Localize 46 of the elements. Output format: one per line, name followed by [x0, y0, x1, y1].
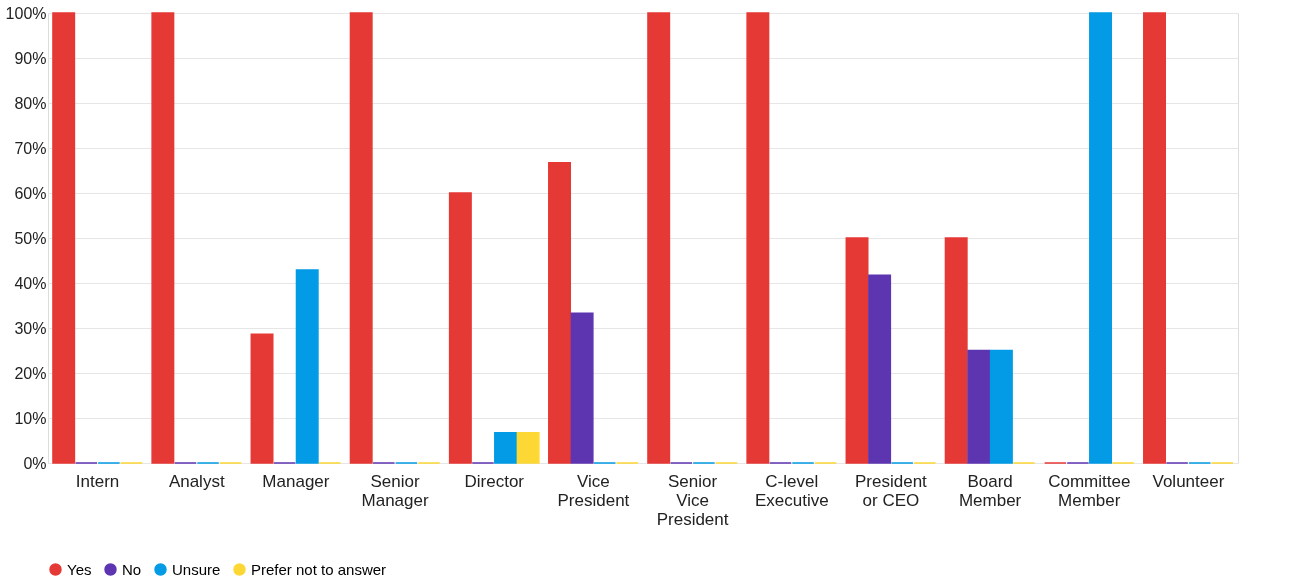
legend-label: Yes: [67, 560, 92, 578]
x-tick-label: Senior Manager: [361, 471, 429, 510]
bar: [845, 237, 869, 464]
legend-label: Prefer not to answer: [251, 560, 387, 578]
y-tick-label: 30%: [14, 319, 47, 337]
y-tick-label: 70%: [14, 139, 47, 157]
bar: [295, 269, 319, 464]
y-tick-label: 20%: [14, 364, 47, 382]
x-tick-label: Senior Vice President: [656, 471, 729, 529]
y-tick-label: 80%: [14, 94, 47, 112]
bar: [52, 12, 76, 464]
bar: [647, 12, 671, 464]
bar: [570, 312, 594, 464]
bar: [1143, 12, 1167, 464]
y-tick-label: 90%: [14, 49, 47, 67]
y-tick-label: 60%: [14, 184, 47, 202]
y-tick-label: 0%: [23, 454, 47, 472]
legend-label: Unsure: [172, 560, 221, 578]
bar: [989, 349, 1013, 464]
bar: [868, 274, 892, 464]
y-tick-label: 40%: [14, 274, 47, 292]
x-tick-label: Manager: [262, 471, 330, 491]
bar: [448, 192, 472, 464]
x-tick-label: Intern: [75, 471, 120, 491]
x-tick-label: Committee Member: [1048, 471, 1131, 510]
bar: [746, 12, 770, 464]
x-tick-label: Analyst: [168, 471, 225, 491]
y-tick-label: 100%: [5, 4, 47, 22]
bar: [494, 432, 518, 464]
x-tick-label: President or CEO: [855, 471, 928, 510]
bar: [967, 349, 991, 464]
bar: [250, 333, 274, 464]
x-tick-label: Vice President: [557, 471, 630, 510]
x-tick-label: Director: [464, 471, 525, 491]
x-tick-label: Volunteer: [1152, 471, 1225, 491]
x-tick-label: Board Member: [958, 471, 1022, 510]
x-tick-label: C-level Executive: [754, 471, 829, 510]
bar: [516, 432, 540, 464]
bar: [944, 237, 968, 464]
legend-label: No: [122, 560, 142, 578]
y-tick-label: 10%: [14, 409, 47, 427]
bar: [548, 162, 572, 464]
bar: [1089, 12, 1113, 464]
bar: [151, 12, 175, 464]
bar: [349, 12, 373, 464]
y-tick-label: 50%: [14, 229, 47, 247]
